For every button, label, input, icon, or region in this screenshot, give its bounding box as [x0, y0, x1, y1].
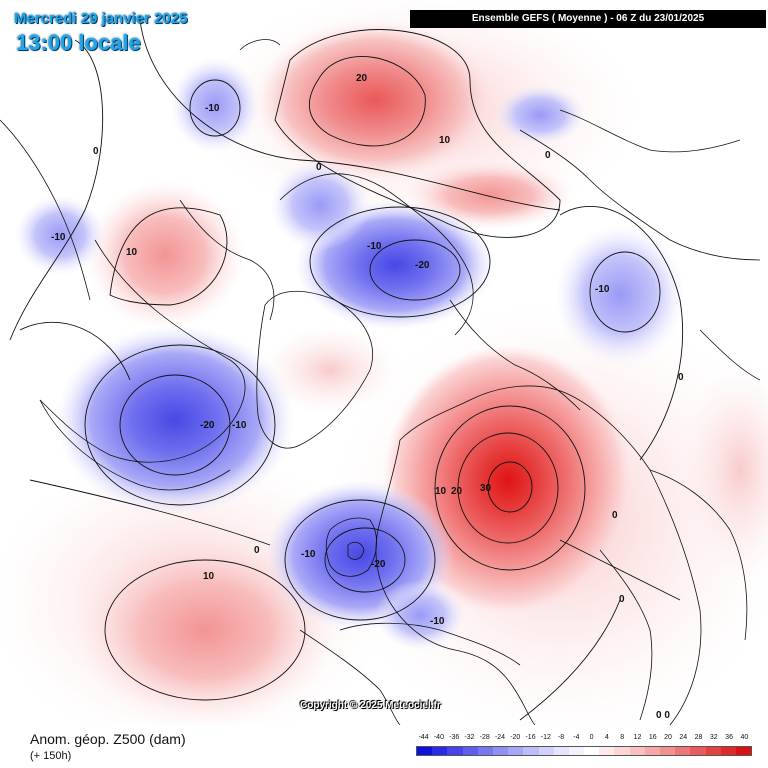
legend-color-cell: [614, 747, 630, 755]
copyright-notice: Copyright © 2025 Meteociel.fr: [300, 700, 441, 711]
label-arctic-10: 10: [439, 135, 451, 146]
legend-color-cell: [690, 747, 706, 755]
legend-color-cell: [492, 747, 509, 755]
legend-color-cell: [705, 747, 721, 755]
label-zero-1: 0: [93, 146, 99, 157]
label-eu-neg20: -20: [371, 559, 386, 570]
legend-color-cell: [417, 747, 433, 755]
legend-tick-label: -8: [557, 734, 565, 741]
label-russia-20: 20: [451, 486, 463, 497]
legend-tick-label: -36: [449, 734, 460, 741]
legend-tick-label: 0: [589, 734, 594, 741]
anomaly-field-north-america-low: [55, 325, 295, 515]
label-na-neg10: -10: [232, 420, 247, 431]
legend-color-cell: [523, 747, 539, 755]
contour-lines: [9, 19, 683, 721]
label-zero-8: 0 0: [656, 710, 670, 721]
model-run-banner: Ensemble GEFS ( Moyenne ) - 06 Z du 23/0…: [410, 10, 766, 28]
anomaly-field-east-asia-high: [680, 360, 768, 580]
label-zero-6: 0: [612, 510, 618, 521]
legend-color-cell: [538, 747, 554, 755]
legend-color-cell: [447, 747, 463, 755]
legend-tick-label: 12: [633, 734, 642, 741]
anomaly-map-canvas: 30 20 10 20 10 10 10 -20 -10 -10 -20 -10…: [0, 0, 768, 725]
anomaly-field-arctic-siberia-high: [255, 20, 495, 180]
label-alaska-10: 10: [126, 247, 138, 258]
legend-color-cell: [462, 747, 478, 755]
label-atlantic-10: 10: [203, 571, 215, 582]
legend-color-cell: [568, 747, 585, 755]
forecast-time: 13:00 locale: [16, 30, 141, 55]
coastlines: [0, 39, 761, 725]
anomaly-field-greenland-high: [260, 325, 400, 415]
anomaly-map: 30 20 10 20 10 10 10 -20 -10 -10 -20 -10…: [0, 0, 768, 725]
map-parameter-title: Anom. géop. Z500 (dam): [30, 731, 186, 747]
label-arctic-20: 20: [356, 73, 368, 84]
legend-tick-label: 4: [604, 734, 609, 741]
contour-labels: 30 20 10 20 10 10 10 -20 -10 -10 -20 -10…: [51, 73, 684, 721]
anomaly-field-biscay-low: [375, 580, 465, 650]
legend-tick-label: 24: [679, 734, 688, 741]
legend-tick-label: -4: [573, 734, 580, 741]
anomaly-field-arctic-pacific-low: [170, 57, 260, 153]
anomaly-field-alaska-high: [85, 180, 245, 330]
legend-tick-label: 40: [740, 734, 749, 741]
legend-tick-label: 16: [648, 734, 657, 741]
color-scale-legend: -44 -40 -36 -32 -28 -24 -20 -16 -12 -8 -4 0 4 8 12 16 20…: [416, 734, 752, 764]
legend-tick-label: -32: [464, 734, 475, 741]
label-russia-10: 10: [435, 486, 447, 497]
legend-color-cell: [477, 747, 493, 755]
label-zero-5: 0: [254, 545, 260, 556]
label-eu-neg10: -10: [301, 549, 316, 560]
legend-tick-label: -40: [433, 734, 444, 741]
legend-color-cell: [584, 747, 600, 755]
legend-color-cell: [675, 747, 691, 755]
legend-color-bar: [416, 746, 752, 756]
legend-tick-label: -12: [540, 734, 551, 741]
anomaly-field-east-asia-low: [555, 225, 685, 365]
legend-tick-label: -24: [494, 734, 506, 741]
legend-color-cell: [432, 747, 448, 755]
anomaly-field-east-pacific-low: [495, 85, 585, 145]
legend-tick-label: 8: [620, 734, 625, 741]
legend-color-cell: [553, 747, 569, 755]
label-zero-3: 0: [545, 150, 551, 161]
legend-tick-label: -28: [479, 734, 490, 741]
label-zero-7: 0: [619, 594, 625, 605]
label-na-neg20: -20: [200, 420, 215, 431]
anomaly-field-siberia-low: [270, 160, 370, 250]
legend-color-cell: [720, 747, 736, 755]
label-russia-30: 30: [480, 483, 492, 494]
legend-tick-label: -16: [525, 734, 536, 741]
legend-color-cell: [629, 747, 645, 755]
legend-tick-label: -20: [510, 734, 521, 741]
label-asia-neg10: -10: [595, 284, 610, 295]
legend-color-cell: [735, 747, 752, 755]
label-kam-neg10: -10: [51, 232, 66, 243]
label-pacific-neg20: -20: [415, 260, 430, 271]
anomaly-field-north-atlantic-high: [75, 535, 335, 725]
legend-color-cell: [508, 747, 524, 755]
legend-tick-label: 36: [725, 734, 733, 741]
legend-tick-label: 28: [694, 734, 703, 741]
label-arctic-pac-neg10: -10: [205, 103, 220, 114]
label-zero-4: 0: [678, 372, 684, 383]
label-pacific-neg10: -10: [367, 241, 382, 252]
legend-color-cell: [660, 747, 676, 755]
legend-color-cell: [599, 747, 615, 755]
legend-tick-label: 32: [709, 734, 718, 741]
legend-tick-label: -44: [418, 734, 429, 741]
forecast-date: Mercredi 29 janvier 2025: [14, 10, 188, 27]
label-biscay-neg10: -10: [430, 616, 445, 627]
forecast-lead-time: (+ 150h): [30, 750, 72, 762]
label-zero-2: 0: [316, 162, 322, 173]
legend-color-cell: [644, 747, 660, 755]
legend-tick-label: 20: [664, 734, 672, 741]
